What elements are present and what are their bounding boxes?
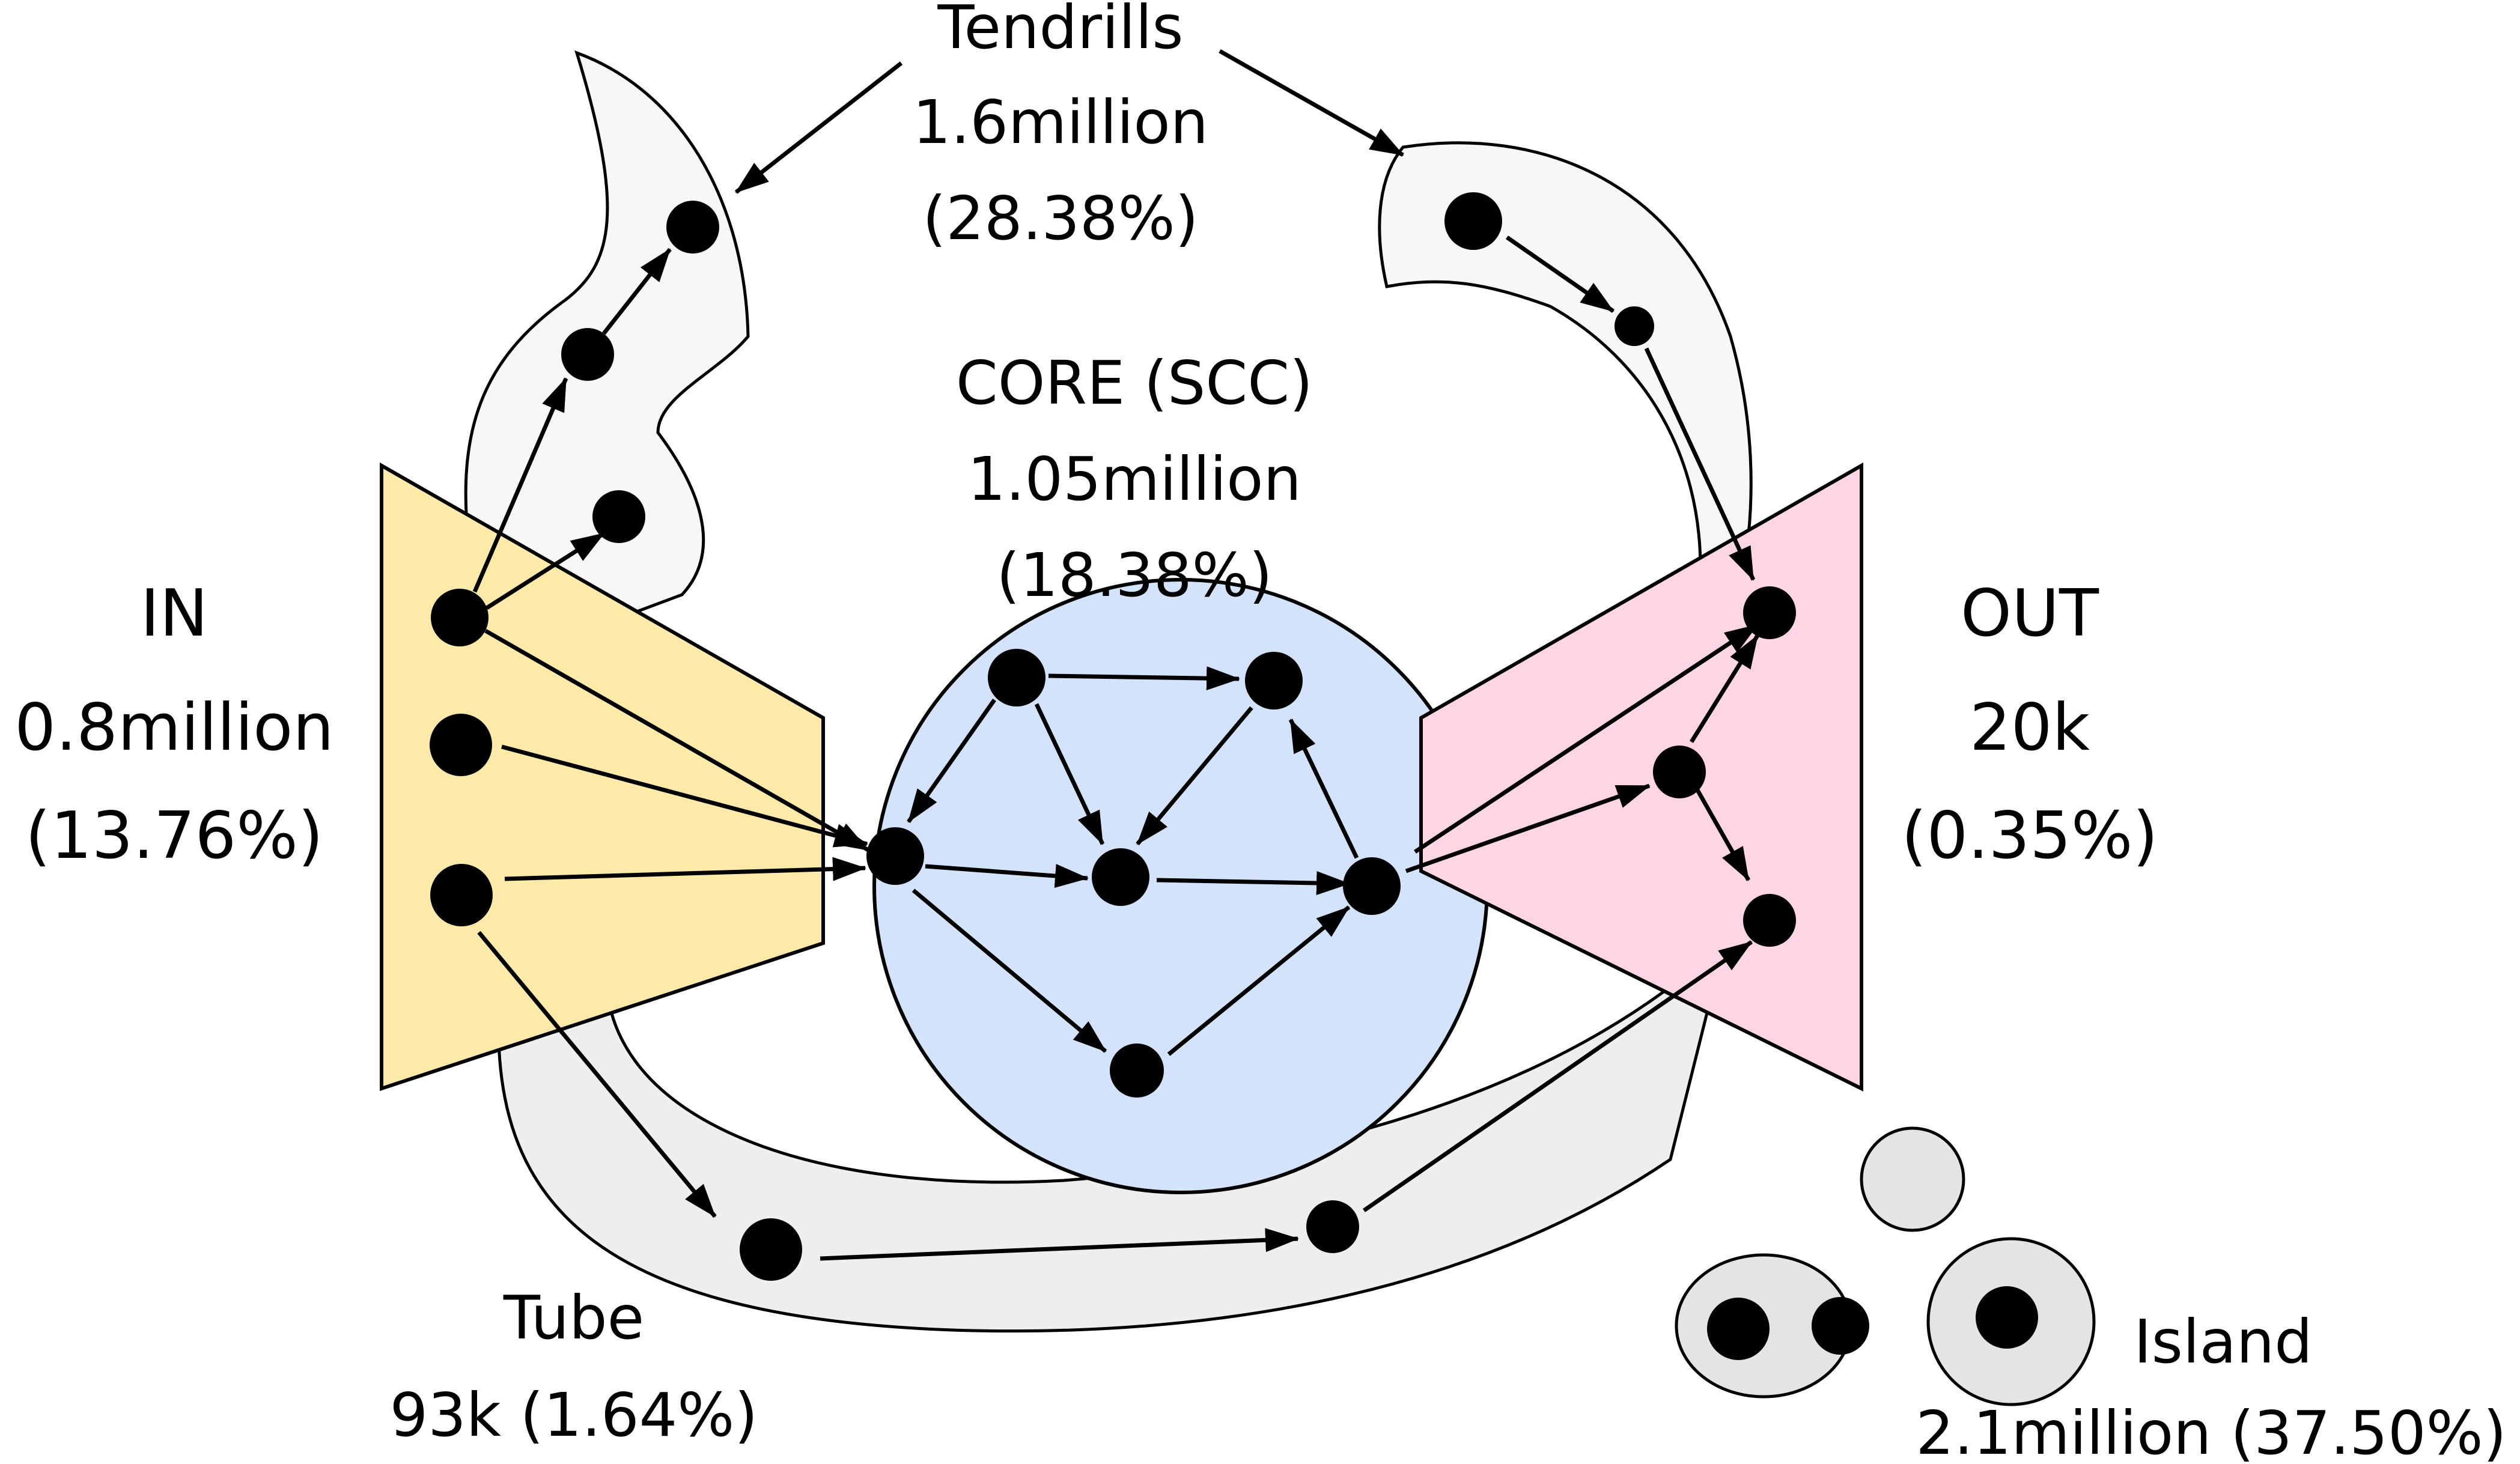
tendrils-label-name: Tendrills <box>937 0 1183 62</box>
edge-arrow <box>472 377 568 593</box>
edge-arrow <box>1034 703 1105 845</box>
core-label-name: CORE (SCC) <box>956 348 1313 418</box>
edge-arrow <box>602 248 672 335</box>
edge-arrow <box>1167 905 1351 1056</box>
in-node <box>430 714 492 776</box>
core-node <box>1343 857 1401 915</box>
core-node <box>866 827 924 885</box>
edge-arrow <box>1405 783 1651 873</box>
in-region <box>380 462 825 1092</box>
edge-arrow <box>1644 347 1756 581</box>
edge-arrow <box>484 628 869 852</box>
edge-arrow <box>1048 666 1240 691</box>
tendril-node <box>1615 306 1654 346</box>
in-label-name: IN <box>141 576 208 651</box>
edge-arrow <box>912 888 1107 1053</box>
edge-arrow <box>907 698 996 824</box>
island-node <box>1707 1298 1770 1360</box>
tendrils-pointer-right <box>1219 49 1404 157</box>
in-label-percent: (13.76%) <box>25 798 323 873</box>
tube-label-count-percent: 93k (1.64%) <box>390 1380 758 1450</box>
tendrils-pointer-left <box>734 61 903 194</box>
core-node <box>1092 848 1149 906</box>
island-label-name: Island <box>2134 1307 2313 1377</box>
in-label-count: 0.8million <box>14 690 334 765</box>
edge-arrow <box>1363 940 1753 1212</box>
edge-arrow <box>1414 623 1759 854</box>
out-node <box>1743 586 1796 639</box>
out-label-percent: (0.35%) <box>1901 798 2158 873</box>
tendril-node <box>592 490 645 543</box>
island-node <box>1812 1297 1869 1355</box>
edge-arrow <box>1156 870 1350 895</box>
edge-group <box>472 49 1759 1261</box>
tendril-node <box>666 201 719 254</box>
core-node <box>1110 1043 1164 1098</box>
edge-arrow <box>1506 235 1615 313</box>
edge-arrow <box>485 532 605 610</box>
island-node <box>1976 1286 2038 1349</box>
edge-arrow <box>504 857 866 881</box>
tendril-right-region <box>1378 141 1753 570</box>
core-node <box>988 649 1045 706</box>
out-region <box>1419 462 1863 1092</box>
edge-arrow <box>501 744 868 848</box>
tube-node <box>1306 1200 1359 1253</box>
edge-arrow <box>1695 789 1751 881</box>
tube-region <box>497 958 1712 1333</box>
tendril-node <box>1444 192 1502 250</box>
out-node <box>1653 746 1706 798</box>
core-node <box>1245 652 1303 709</box>
in-node <box>430 864 493 926</box>
out-label-name: OUT <box>1961 576 2099 651</box>
core-label-count: 1.05million <box>967 444 1301 514</box>
out-label-count: 20k <box>1970 690 2090 765</box>
tube-label-name: Tube <box>503 1283 644 1353</box>
core-label-percent: (18.38%) <box>996 540 1272 610</box>
island-label-count-percent: 2.1million (37.50%) <box>1916 1398 2506 1464</box>
edge-arrow <box>477 931 717 1218</box>
edge-arrow <box>820 1228 1299 1261</box>
tendrils-label-percent: (28.38%) <box>922 183 1198 254</box>
edge-arrow <box>925 864 1089 888</box>
tube-node <box>740 1218 802 1281</box>
edge-arrow <box>1136 706 1253 846</box>
edge-arrow <box>1690 634 1759 743</box>
island-small-circle <box>1860 1126 1965 1232</box>
tendril-node <box>561 328 614 381</box>
node-group <box>430 192 2038 1360</box>
out-node <box>1743 894 1796 947</box>
edge-arrow <box>1288 718 1359 859</box>
tendrils-label-count: 1.6million <box>913 87 1208 157</box>
in-node <box>431 589 488 646</box>
